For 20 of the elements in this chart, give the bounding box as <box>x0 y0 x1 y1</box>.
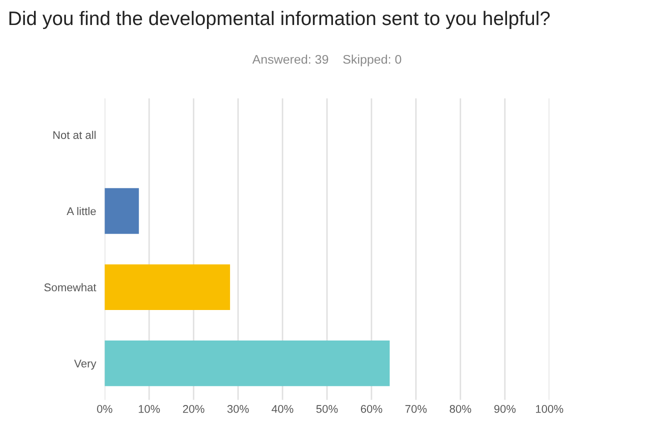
x-tick-label: 80% <box>450 405 472 413</box>
y-tick-label: A little <box>66 206 96 216</box>
chart-subtitle: Answered: 39 Skipped: 0 <box>252 54 402 66</box>
bar <box>104 188 139 234</box>
y-tick-label: Not at all <box>53 130 96 140</box>
x-tick-label: 50% <box>316 405 338 413</box>
y-tick-label: Somewhat <box>44 283 96 292</box>
x-tick-label: 40% <box>272 405 294 413</box>
chart-title: Did you find the developmental information sent to you helpful? <box>9 10 550 30</box>
y-tick-label: Very <box>74 360 96 370</box>
bar <box>104 340 390 386</box>
x-tick-label: 60% <box>360 405 382 413</box>
x-tick-label: 20% <box>183 405 204 413</box>
x-tick-label: 10% <box>138 405 160 413</box>
bar <box>104 264 230 310</box>
x-tick-label: 0% <box>97 405 112 413</box>
x-tick-label: 90% <box>494 405 516 413</box>
x-tick-label: 30% <box>227 405 249 413</box>
x-tick-label: 70% <box>405 405 427 413</box>
x-tick-label: 100% <box>536 405 564 413</box>
